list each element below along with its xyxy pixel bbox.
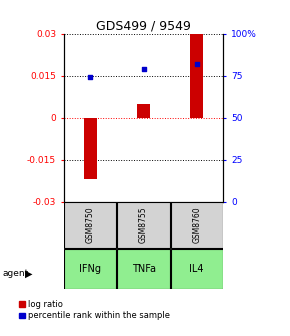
Text: IFNg: IFNg: [79, 264, 102, 274]
FancyBboxPatch shape: [117, 249, 170, 289]
Point: [88, 75, 93, 80]
Text: GSM8760: GSM8760: [192, 207, 201, 244]
Bar: [190, 34, 203, 118]
FancyBboxPatch shape: [117, 202, 170, 248]
FancyBboxPatch shape: [171, 202, 223, 248]
Text: IL4: IL4: [189, 264, 204, 274]
Text: GSM8755: GSM8755: [139, 207, 148, 244]
Text: GSM8750: GSM8750: [86, 207, 95, 244]
FancyBboxPatch shape: [64, 249, 117, 289]
Text: agent: agent: [3, 269, 29, 278]
Text: ▶: ▶: [25, 269, 32, 279]
Point: [141, 66, 146, 72]
Text: TNFa: TNFa: [132, 264, 155, 274]
Bar: [84, 118, 97, 179]
FancyBboxPatch shape: [64, 202, 117, 248]
Title: GDS499 / 9549: GDS499 / 9549: [96, 19, 191, 33]
Bar: [137, 103, 150, 118]
Point: [194, 61, 199, 67]
Legend: log ratio, percentile rank within the sample: log ratio, percentile rank within the sa…: [19, 300, 170, 320]
FancyBboxPatch shape: [171, 249, 223, 289]
